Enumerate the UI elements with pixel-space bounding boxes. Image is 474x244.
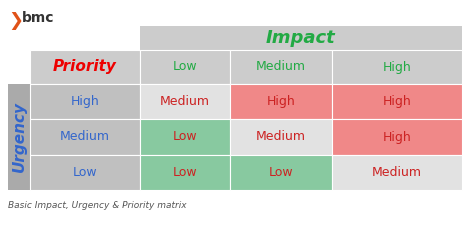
Text: High: High (383, 61, 411, 73)
Text: Impact: Impact (266, 29, 336, 47)
Text: High: High (266, 95, 295, 108)
Text: High: High (383, 131, 411, 143)
Bar (30, 84, 140, 119)
Bar (332, 119, 462, 155)
Bar (230, 50, 332, 84)
Bar (140, 119, 230, 155)
Bar (230, 84, 332, 119)
Text: Urgency: Urgency (11, 102, 27, 173)
Text: ❯: ❯ (8, 12, 23, 30)
Text: bmc: bmc (22, 11, 55, 25)
Text: High: High (383, 95, 411, 108)
Text: Low: Low (173, 131, 197, 143)
Bar (332, 155, 462, 190)
Bar (30, 119, 140, 155)
Text: Priority: Priority (53, 60, 117, 74)
Text: Low: Low (269, 166, 293, 179)
Text: Medium: Medium (256, 131, 306, 143)
Bar (8, 84, 30, 190)
Bar (30, 50, 140, 84)
Bar (140, 155, 230, 190)
Text: Medium: Medium (60, 131, 110, 143)
Text: Low: Low (173, 166, 197, 179)
Text: High: High (71, 95, 100, 108)
Text: Medium: Medium (256, 61, 306, 73)
Bar (140, 26, 462, 50)
Text: Low: Low (73, 166, 97, 179)
Bar (30, 155, 140, 190)
Bar (140, 50, 230, 84)
Text: Medium: Medium (372, 166, 422, 179)
Bar (230, 119, 332, 155)
Bar (140, 84, 230, 119)
Text: Basic Impact, Urgency & Priority matrix: Basic Impact, Urgency & Priority matrix (8, 202, 187, 211)
Text: Low: Low (173, 61, 197, 73)
Bar (230, 155, 332, 190)
Text: Medium: Medium (160, 95, 210, 108)
Bar (332, 84, 462, 119)
Bar (332, 50, 462, 84)
